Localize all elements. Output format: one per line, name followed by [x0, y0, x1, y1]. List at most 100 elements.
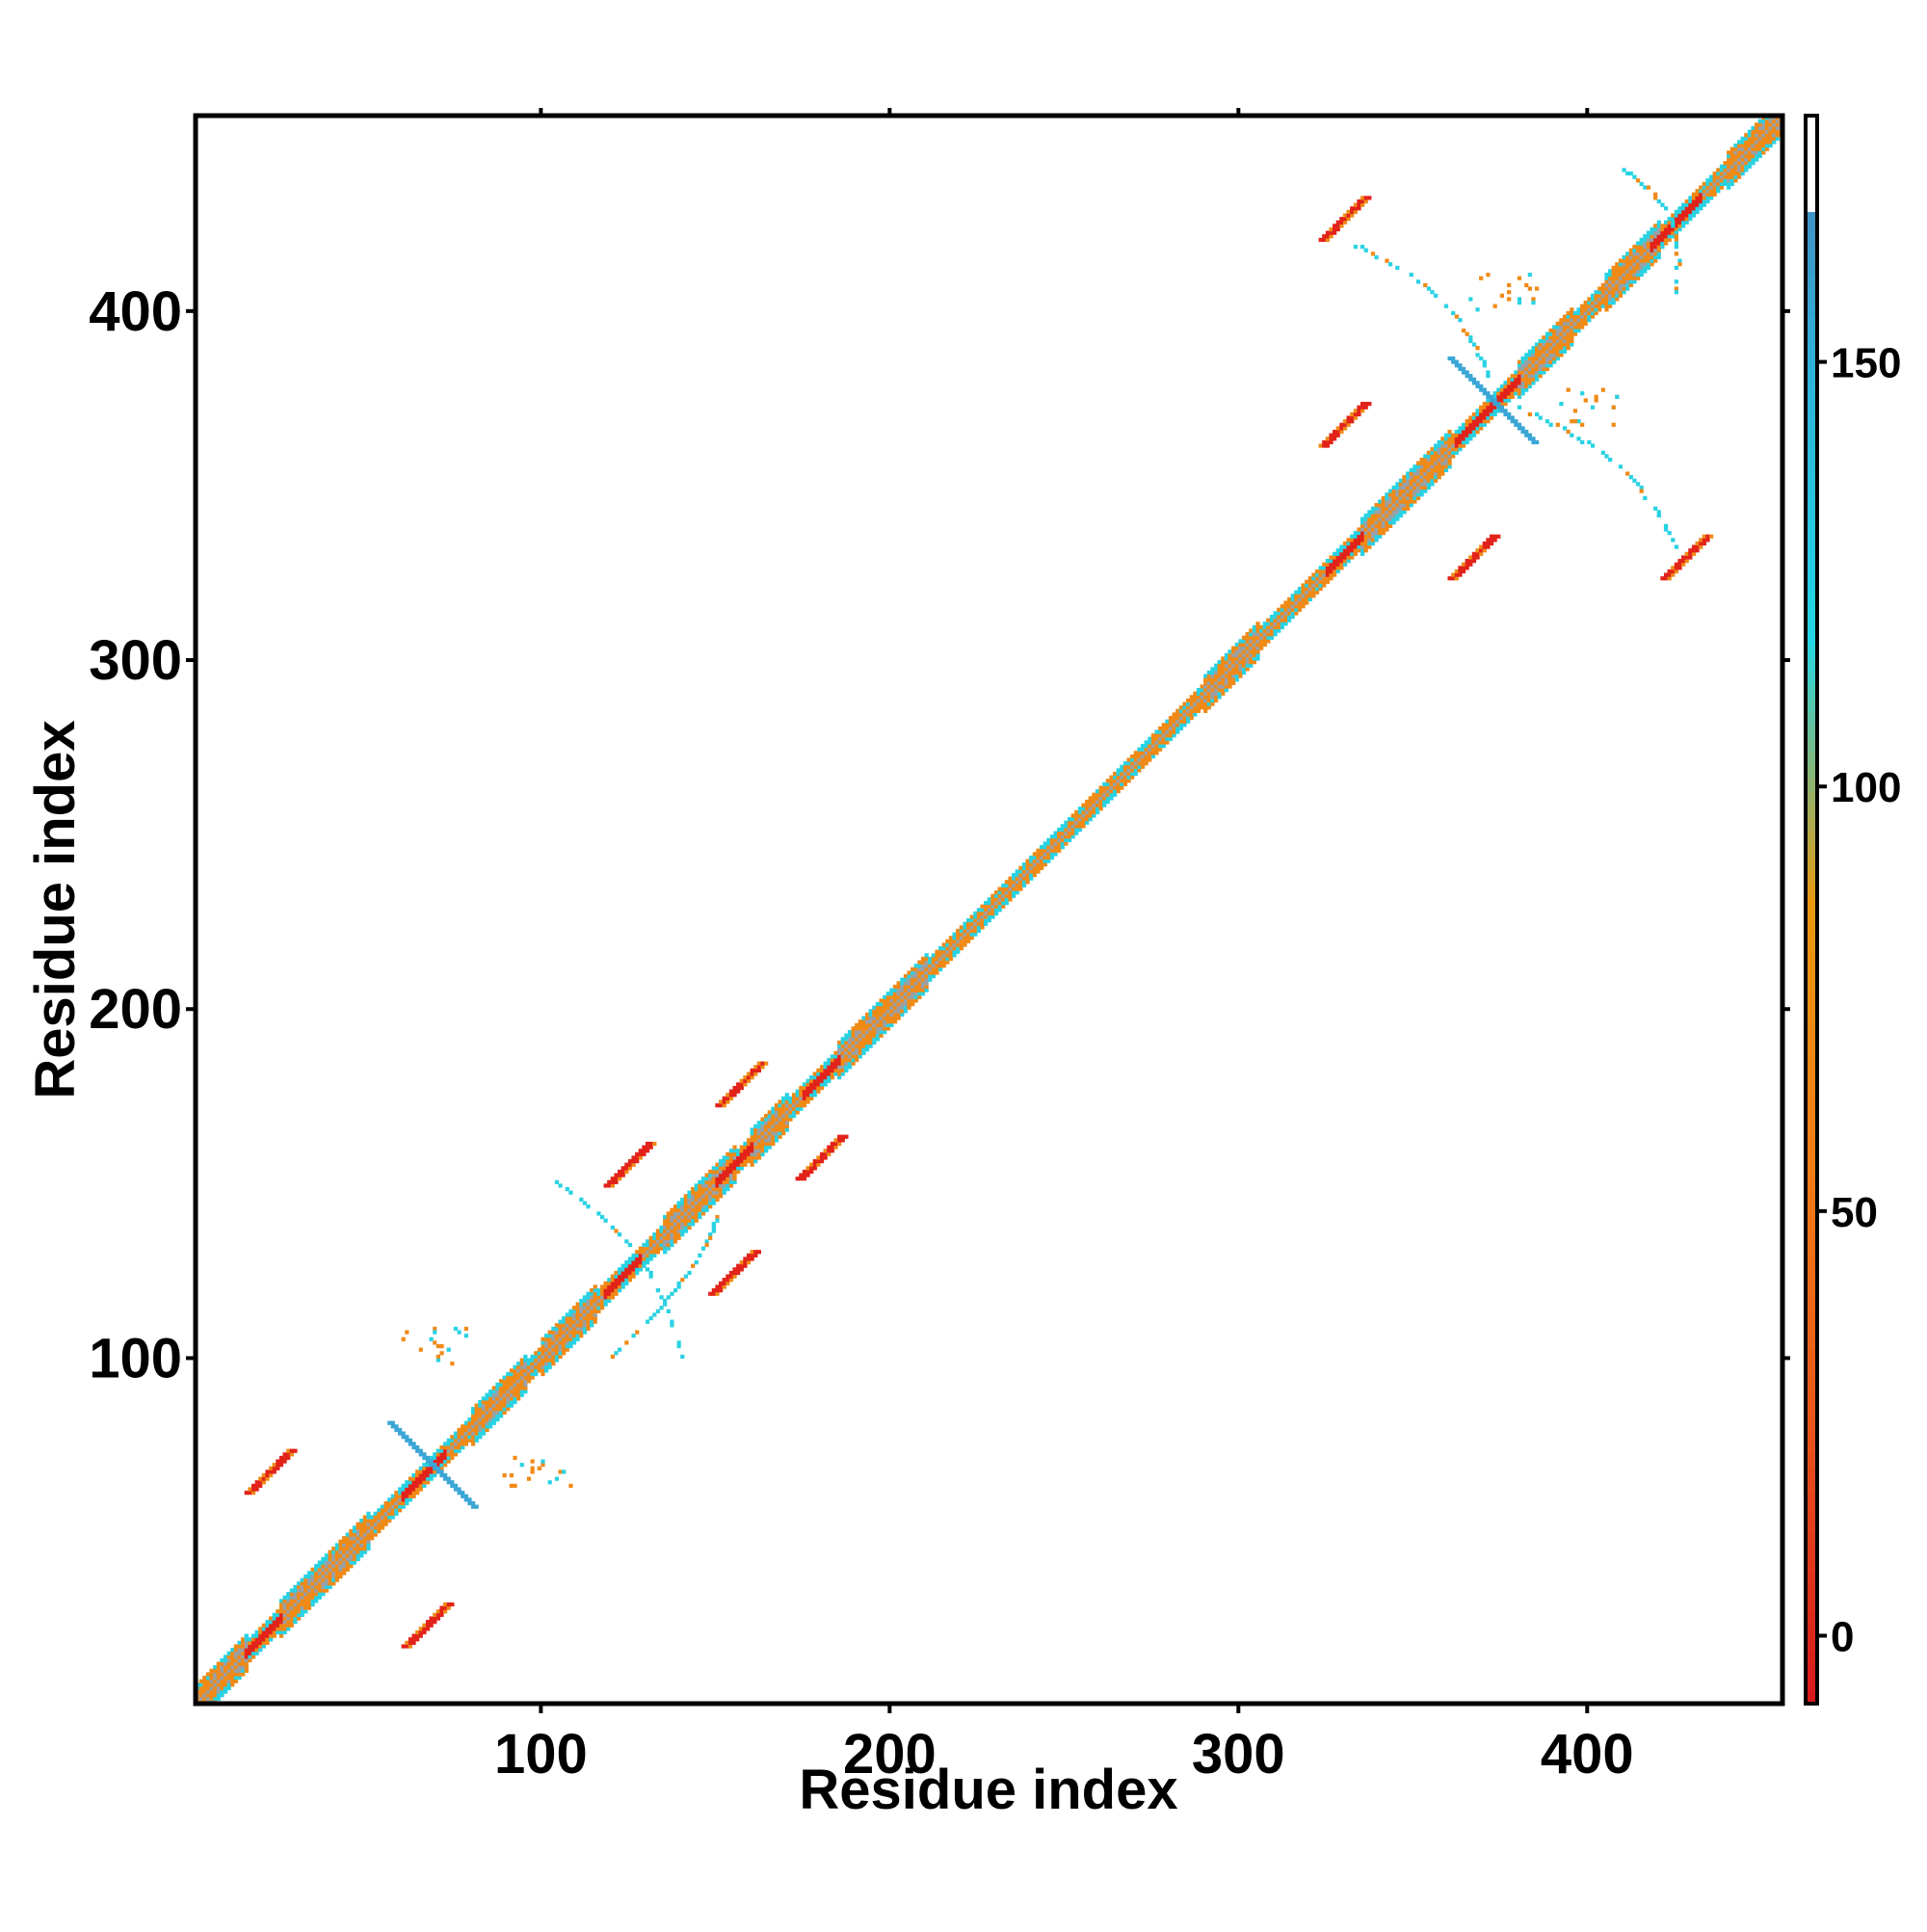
diagonal-cell [1622, 279, 1626, 284]
red-patch-cell [1454, 576, 1459, 581]
diagonal-cell [1744, 143, 1749, 148]
diagonal-cell [952, 953, 957, 958]
diagonal-cell [1126, 779, 1131, 783]
diagonal-cell [1210, 670, 1215, 675]
diagonal-cell [565, 1319, 569, 1324]
diagonal-cell [1231, 677, 1236, 682]
diagonal-cell [1772, 125, 1777, 131]
diagonal-cell [670, 1225, 674, 1231]
diagonal-cell [1656, 234, 1661, 239]
diagonal-cell [1008, 883, 1013, 888]
diagonal-cell [1213, 663, 1219, 668]
diagonal-cell [1144, 757, 1148, 762]
diagonal-cell [205, 1676, 211, 1681]
contact-arc-cell [565, 1186, 569, 1192]
diagonal-cell [805, 1096, 810, 1100]
red-patch-cell [756, 1068, 762, 1073]
diagonal-cell [1727, 171, 1731, 176]
diagonal-cell [872, 1040, 877, 1045]
diagonal-cell [377, 1522, 382, 1526]
diagonal-cell [1597, 307, 1602, 312]
diagonal-cell [1691, 209, 1697, 215]
diagonal-cell [1378, 520, 1383, 525]
diagonal-cell [663, 1214, 668, 1220]
colorbar-segment [1806, 1055, 1817, 1070]
diagonal-cell [1639, 248, 1644, 252]
colorbar-segment [1806, 684, 1817, 700]
diagonal-cell [310, 1584, 315, 1590]
diagonal-cell [513, 1371, 517, 1377]
red-patch-cell [823, 1149, 828, 1153]
diagonal-cell [907, 970, 911, 975]
diagonal-cell [265, 1627, 270, 1631]
diagonal-cell [1273, 628, 1278, 633]
diagonal-cell [1618, 262, 1623, 267]
diagonal-cell [369, 1532, 375, 1537]
diagonal-cell [840, 1044, 845, 1048]
contact-scatter-cell [1479, 276, 1484, 280]
diagonal-cell [816, 1089, 821, 1094]
diagonal-cell [1381, 513, 1386, 518]
diagonal-cell [1210, 677, 1215, 682]
diagonal-cell [1259, 624, 1264, 630]
diagonal-cell [579, 1326, 584, 1332]
diagonal-cell [1615, 276, 1620, 280]
red-patch-cell [1691, 551, 1697, 556]
diagonal-cell [401, 1491, 406, 1495]
contact-arc-cell [659, 1295, 664, 1300]
red-patch-cell [1708, 534, 1714, 539]
diagonal-cell [1234, 674, 1239, 678]
diagonal-cell [617, 1267, 622, 1272]
diagonal-cell [819, 1085, 825, 1091]
diagonal-cell [1604, 293, 1609, 298]
red-patch-cell [610, 1177, 615, 1181]
diagonal-cell [883, 1001, 887, 1007]
diagonal-cell [1018, 865, 1023, 870]
diagonal-cell [617, 1274, 622, 1279]
diagonal-cell [896, 994, 901, 999]
diagonal-cell [1548, 356, 1553, 361]
diagonal-cell [1458, 426, 1463, 431]
diagonal-cell [1148, 751, 1152, 755]
diagonal-cell [1367, 513, 1372, 518]
diagonal-cell [812, 1078, 817, 1083]
diagonal-cell [342, 1567, 347, 1572]
diagonal-cell [1350, 538, 1355, 543]
diagonal-cell [1492, 405, 1497, 410]
diagonal-cell [1318, 583, 1323, 588]
diagonal-cell [1391, 499, 1396, 504]
diagonal-cell [1210, 691, 1215, 696]
diagonal-cell [1221, 663, 1226, 668]
diagonal-cell [1273, 611, 1278, 616]
diagonal-cell [1611, 282, 1616, 288]
diagonal-cell [1391, 492, 1396, 497]
red-patch-cell [265, 1472, 270, 1478]
diagonal-cell [470, 1410, 476, 1415]
diagonal-cell [1468, 422, 1473, 427]
diagonal-cell [1249, 663, 1254, 668]
diagonal-cell [498, 1389, 504, 1394]
diagonal-cell [1148, 757, 1152, 762]
colorbar-segment [1806, 869, 1817, 885]
diagonal-cell [750, 1141, 754, 1147]
diagonal-cell [1280, 611, 1284, 616]
blue-cross-cell [453, 1483, 459, 1489]
diagonal-cell [903, 1001, 909, 1007]
contact-scatter-cell [1594, 394, 1598, 399]
diagonal-cell [736, 1151, 741, 1156]
diagonal-cell [1757, 143, 1762, 148]
diagonal-cell [1252, 642, 1257, 648]
diagonal-cell [565, 1337, 569, 1341]
diagonal-cell [753, 1141, 758, 1147]
diagonal-cell [868, 1029, 873, 1035]
diagonal-cell [1018, 883, 1023, 888]
diagonal-cell [1116, 768, 1121, 773]
diagonal-cell [1049, 852, 1055, 857]
diagonal-cell [855, 1022, 859, 1027]
contact-arc-cell [1674, 251, 1679, 256]
diagonal-cell [1755, 125, 1759, 131]
diagonal-cell [1764, 122, 1770, 127]
diagonal-cell [1510, 387, 1515, 392]
blue-cross-cell [1454, 359, 1459, 364]
diagonal-cell [317, 1567, 322, 1572]
